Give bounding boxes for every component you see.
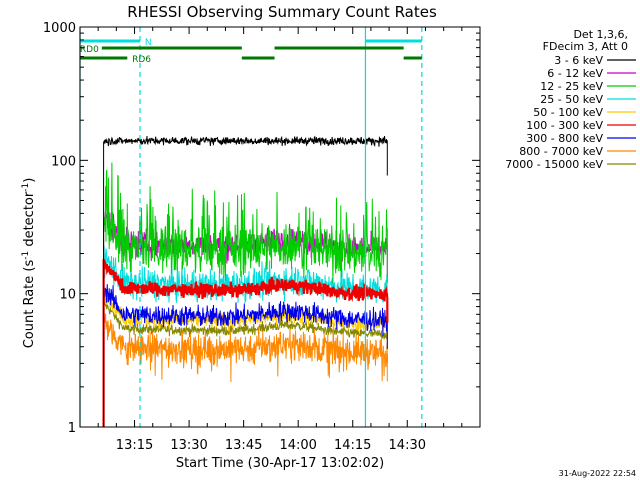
series-line-8: [103, 312, 388, 427]
chart-title: RHESSI Observing Summary Count Rates: [127, 3, 437, 21]
svg-text:Count Rate (s-1 detector-1): Count Rate (s-1 detector-1): [21, 178, 37, 349]
series-line-7: [103, 284, 388, 427]
legend-header-1: Det 1,3,6,: [573, 28, 628, 41]
flag-label-n: N: [145, 38, 152, 48]
plot-timestamp: 31-Aug-2022 22:54: [559, 469, 636, 478]
series-layer: [102, 135, 389, 427]
series-line-9: [103, 299, 388, 427]
x-tick-label-3: 13:45: [225, 438, 262, 453]
x-tick-label-1: 13:15: [116, 438, 153, 453]
legend-label-7: 300 - 800 keV: [526, 132, 603, 145]
legend-label-5: 50 - 100 keV: [533, 106, 603, 119]
legend-label-8: 800 - 7000 keV: [519, 145, 603, 158]
ylabel-sup2: -1: [21, 183, 31, 192]
legend-label-3: 12 - 25 keV: [540, 80, 603, 93]
x-axis-label: Start Time (30-Apr-17 13:02:02): [176, 456, 384, 471]
ylabel-end: ): [22, 178, 37, 183]
y-axis-label: Count Rate (s-1 detector-1): [21, 178, 37, 349]
legend-label-1: 3 - 6 keV: [554, 54, 603, 67]
flag-label-rd0: RD0: [80, 45, 99, 55]
legend-label-9: 7000 - 15000 keV: [505, 158, 603, 171]
ylabel-main: Count Rate (s: [22, 260, 37, 349]
series-line-1: [103, 135, 388, 427]
y-tick-label-3: 100: [51, 154, 76, 169]
flag-bars-layer: N RD0 RD6: [80, 38, 422, 65]
y-tick-label-2: 10: [59, 288, 76, 303]
y-tick-label-4: 1000: [43, 21, 76, 36]
axes-layer: 13:15 13:30 13:45 14:00 14:15 14:30 1 10 100 1000: [43, 21, 481, 453]
x-tick-label-4: 14:00: [279, 438, 316, 453]
flag-label-rd6: RD6: [132, 55, 151, 65]
ylabel-mid: detector: [22, 191, 37, 251]
series-line-3: [103, 162, 388, 427]
vertical-markers-layer: [79, 27, 423, 427]
x-tick-label-2: 13:30: [170, 438, 207, 453]
x-tick-label-6: 14:30: [389, 438, 426, 453]
x-tick-label-5: 14:15: [334, 438, 371, 453]
legend-header-2: FDecim 3, Att 0: [543, 40, 628, 53]
series-line-6: [102, 258, 389, 427]
ylabel-sup1: -1: [21, 251, 31, 260]
legend-label-4: 25 - 50 keV: [540, 93, 603, 106]
legend-label-2: 6 - 12 keV: [547, 67, 603, 80]
legend-label-6: 100 - 300 keV: [526, 119, 603, 132]
y-tick-label-1: 1: [68, 421, 76, 436]
